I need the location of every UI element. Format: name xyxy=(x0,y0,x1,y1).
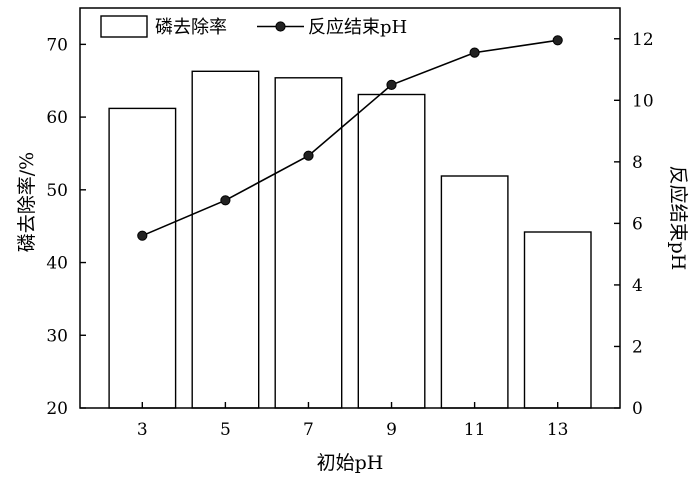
y-left-tick-label-60: 60 xyxy=(46,108,68,128)
y-right-tick-label-8: 8 xyxy=(632,153,643,173)
y-left-tick-label-70: 70 xyxy=(46,35,68,55)
y-left-tick-label-50: 50 xyxy=(46,181,68,201)
series-line-final-ph xyxy=(141,39,558,237)
legend-line-label: 反应结束pH xyxy=(308,17,407,38)
axes-layer xyxy=(79,7,621,409)
legend-bar-swatch xyxy=(100,15,148,38)
y-right-tick-label-0: 0 xyxy=(632,399,643,419)
x-tick-label-13: 13 xyxy=(547,420,569,440)
y-left-tick-label-30: 30 xyxy=(46,326,68,346)
bar-11 xyxy=(440,175,509,409)
ticks-layer: 3 5 7 9 11 13 20 30 40 50 60 70 0 2 4 6 8 10 12 xyxy=(46,30,653,440)
bar-7 xyxy=(274,77,343,409)
y-right-tick-label-2: 2 xyxy=(632,337,643,357)
point-final-ph-3 xyxy=(137,230,148,241)
point-final-ph-7 xyxy=(303,150,314,161)
bars-layer xyxy=(108,70,592,409)
y-right-axis-title: 反应结束pH xyxy=(667,166,689,271)
x-tick-label-3: 3 xyxy=(137,420,148,440)
point-final-ph-11 xyxy=(469,47,480,58)
x-tick-label-9: 9 xyxy=(386,420,397,440)
x-tick-label-5: 5 xyxy=(220,420,231,440)
point-final-ph-5 xyxy=(220,195,231,206)
y-left-axis-title: 磷去除率/% xyxy=(16,152,38,252)
bar-5 xyxy=(191,70,260,409)
bar-9 xyxy=(357,93,426,409)
x-axis-title: 初始pH xyxy=(317,452,384,474)
y-right-tick-label-4: 4 xyxy=(632,276,643,296)
point-final-ph-9 xyxy=(386,79,397,91)
y-right-tick-label-10: 10 xyxy=(632,91,654,111)
y-right-tick-label-6: 6 xyxy=(632,214,643,234)
line-layer xyxy=(137,35,563,241)
y-left-tick-label-20: 20 xyxy=(46,399,68,419)
bar-13 xyxy=(523,231,592,409)
plot-frame xyxy=(79,7,621,409)
point-final-ph-13 xyxy=(552,35,563,46)
x-tick-label-7: 7 xyxy=(303,420,314,440)
legend-line-marker xyxy=(275,21,286,32)
bar-3 xyxy=(108,107,177,409)
x-tick-label-11: 11 xyxy=(464,420,486,440)
legend: 磷去除率 反应结束pH xyxy=(100,15,407,38)
y-left-tick-label-40: 40 xyxy=(46,254,68,274)
legend-bar-label: 磷去除率 xyxy=(155,17,227,38)
y-right-tick-label-12: 12 xyxy=(632,30,654,50)
